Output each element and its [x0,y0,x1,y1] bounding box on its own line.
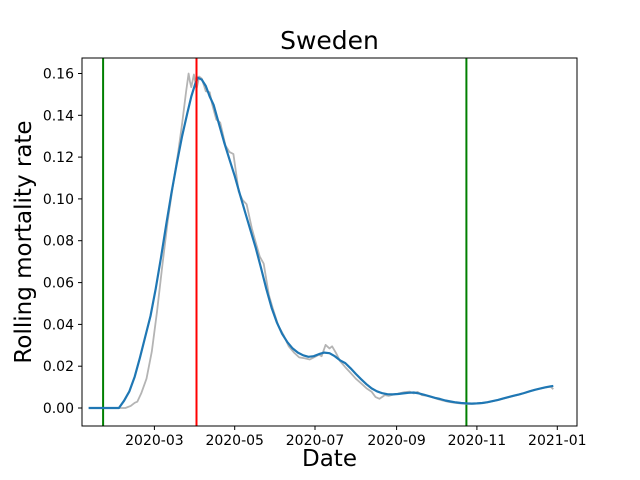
y-tick-label: 0.16 [43,67,74,83]
y-tick-label: 0.08 [43,234,74,250]
chart-title: Sweden [280,26,379,55]
x-tick-label: 2020-11 [448,433,507,449]
y-tick-label: 0.14 [43,108,74,124]
plot-area [82,58,577,426]
event-vlines-back [102,58,468,426]
y-tick-label: 0.00 [43,401,74,417]
y-tick-label: 0.02 [43,359,74,375]
y-tick-label: 0.10 [43,192,74,208]
x-tick-label: 2020-03 [125,433,184,449]
smoothed-rolling-mortality-rate-line [88,76,554,410]
y-tick-label: 0.12 [43,150,74,166]
x-tick-label: 2020-05 [205,433,264,449]
axes-spines [81,57,578,427]
y-axis-label: Rolling mortality rate [11,120,37,363]
data-series [88,72,554,410]
x-tick-label: 2020-09 [367,433,426,449]
y-tick-label: 0.04 [43,317,74,333]
y-axis-ticks: 0.00 0.02 0.04 0.06 0.08 0.10 0.12 0.14 0.16 [43,67,82,417]
x-tick-label: 2020-07 [286,433,345,449]
y-tick-label: 0.06 [43,276,74,292]
x-axis-label: Date [302,446,357,472]
x-tick-label: 2021-01 [528,433,587,449]
x-axis-ticks: 2020-03 2020-05 2020-07 2020-09 2020-11 2021-… [125,426,587,449]
